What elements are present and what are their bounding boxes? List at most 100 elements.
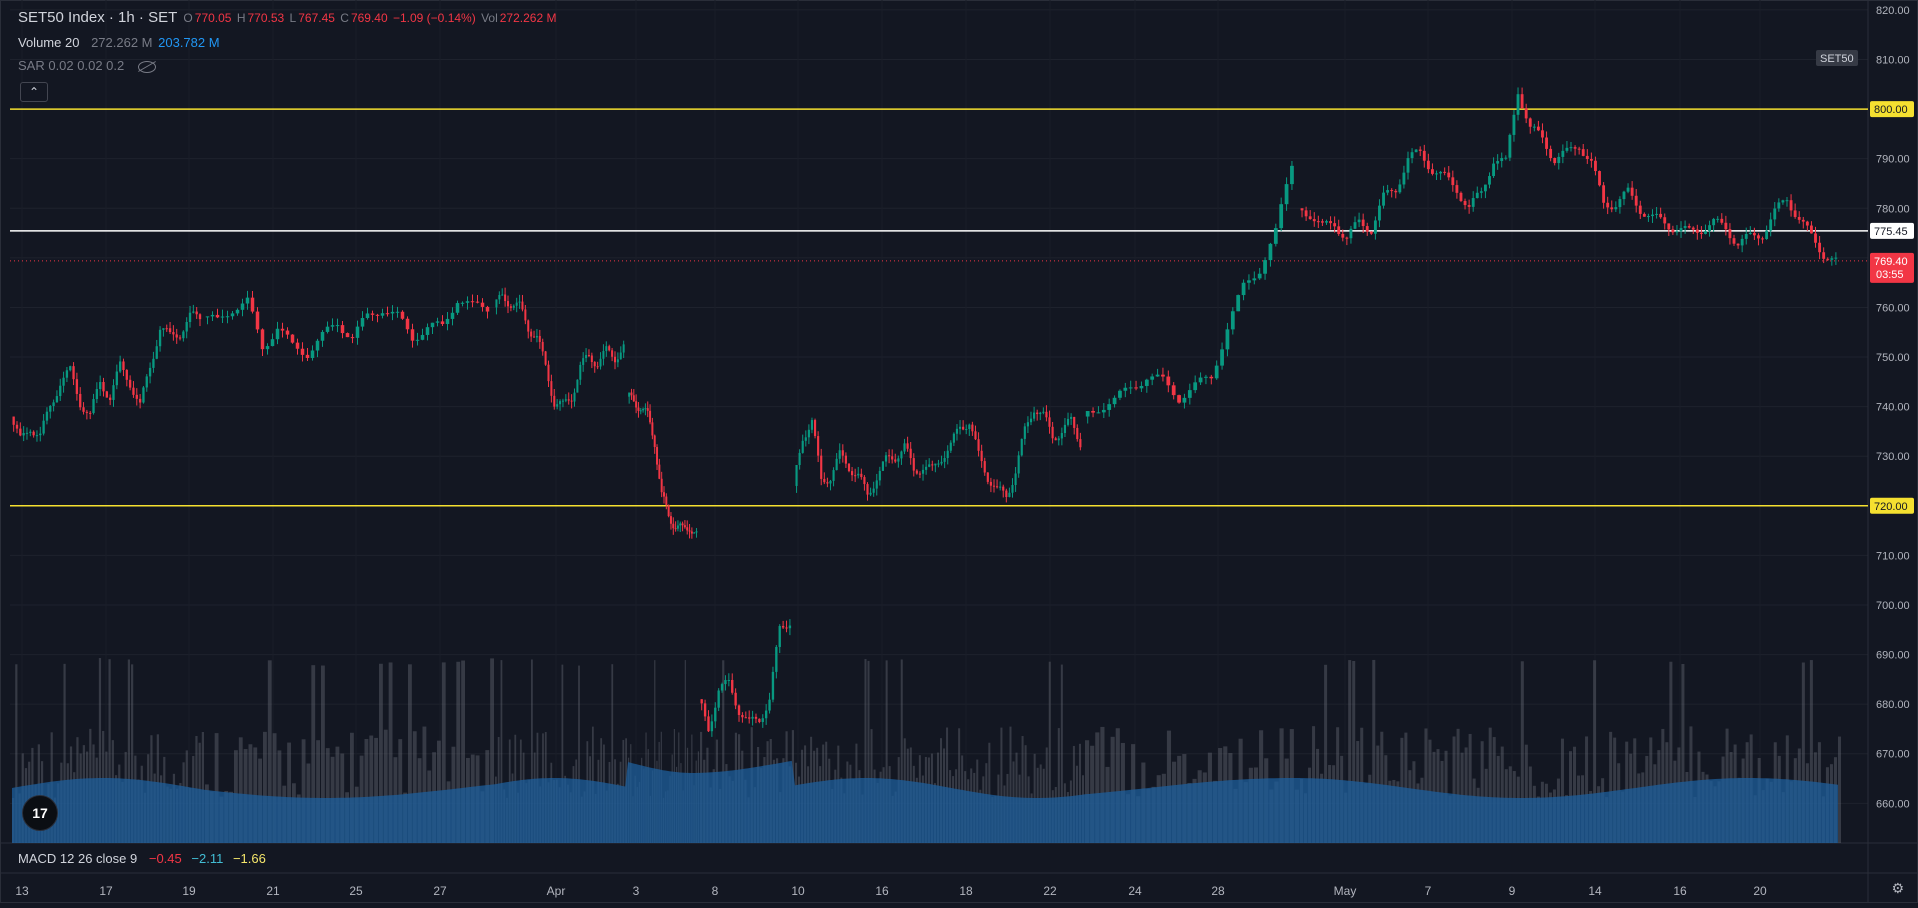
candle-body: [925, 466, 928, 470]
candle-body: [826, 482, 829, 484]
candle-body: [955, 428, 959, 434]
candle-body: [651, 422, 654, 436]
candle-body: [32, 431, 35, 436]
candle-body: [616, 359, 619, 363]
candle-body: [1039, 412, 1042, 415]
volume-bar: [988, 742, 991, 843]
candle-body: [1017, 455, 1020, 474]
candle-body: [1193, 382, 1198, 391]
volume-bar: [325, 748, 330, 843]
candle-body: [1155, 374, 1160, 377]
candle-body: [1182, 397, 1187, 403]
candle-body: [965, 429, 968, 431]
candle-body: [1663, 217, 1667, 224]
candle-body: [115, 371, 118, 386]
candle-body: [570, 400, 573, 402]
candle-body: [19, 428, 22, 436]
candle-body: [265, 346, 270, 350]
macd-value: −0.45: [148, 851, 182, 866]
candle-body: [940, 461, 943, 464]
candle-body: [1353, 222, 1357, 229]
tradingview-logo-icon[interactable]: 17: [22, 795, 58, 831]
candle-body: [754, 716, 758, 719]
candle-body: [1439, 171, 1443, 174]
candle-body: [1225, 329, 1230, 350]
candle-body: [480, 302, 485, 307]
x-tick-label: 7: [1425, 884, 1432, 898]
candle-body: [906, 443, 909, 449]
volume-bar: [1048, 661, 1051, 843]
candle-body: [1150, 376, 1155, 380]
x-tick-label: 17: [99, 884, 113, 898]
candle-body: [1373, 220, 1377, 234]
candle-body: [841, 450, 844, 456]
collapse-legend-button[interactable]: ⌃: [20, 82, 48, 102]
candle-body: [1304, 210, 1308, 217]
candle-body: [1406, 158, 1410, 173]
candle-body: [1123, 387, 1128, 391]
candle-body: [1410, 152, 1414, 159]
candle-body: [949, 442, 952, 451]
volume-legend[interactable]: Volume 20 272.262 M 203.782 M: [18, 35, 222, 50]
candle-body: [350, 337, 355, 339]
volume-bar: [1095, 732, 1100, 843]
candle-body: [1161, 374, 1165, 377]
volume-bar: [1524, 744, 1528, 843]
candle-body: [535, 335, 538, 338]
candle-body: [1834, 257, 1838, 259]
candle-body: [690, 531, 693, 534]
candle-body: [751, 716, 754, 719]
volume-bar: [1492, 737, 1496, 843]
candle-body: [622, 344, 625, 353]
candle-body: [55, 396, 59, 403]
volume-bar: [684, 660, 686, 843]
candle-body: [1139, 385, 1144, 389]
candle-body: [1008, 492, 1011, 498]
volume-bar: [531, 659, 533, 843]
volume-bar: [1072, 745, 1075, 843]
candle-body: [1565, 147, 1569, 151]
volume-bar: [441, 662, 446, 843]
candle-body: [1422, 150, 1426, 161]
candle-body: [727, 680, 731, 682]
volume-bar: [364, 739, 369, 843]
volume-bar: [369, 735, 374, 843]
candle-body: [771, 671, 775, 700]
candle-body: [1101, 409, 1106, 413]
candle-body: [280, 328, 285, 331]
volume-bar: [490, 658, 494, 843]
candle-body: [105, 391, 109, 398]
candle-body: [847, 463, 851, 472]
symbol-title[interactable]: SET50 Index · 1h · SET: [18, 9, 178, 26]
settings-gear-icon[interactable]: ⚙: [1891, 880, 1904, 896]
candle-body: [512, 305, 515, 308]
candle-body: [215, 314, 220, 318]
hidden-eye-icon[interactable]: [137, 60, 156, 73]
candle-body: [804, 437, 807, 441]
candle-body: [405, 318, 410, 330]
macd-legend[interactable]: MACD 12 26 close 9 −0.45 −2.11 −1.66: [18, 851, 268, 866]
candle-body: [866, 484, 869, 495]
candle-body: [768, 699, 771, 711]
candle-body: [1642, 213, 1646, 217]
candle-body: [1349, 228, 1353, 239]
volume-bar: [864, 659, 867, 843]
symbol-legend[interactable]: SET50 Index · 1h · SET O 770.05 H 770.53 L…: [18, 9, 560, 26]
candle-body: [744, 717, 747, 719]
candle-body: [544, 351, 547, 365]
candle-body: [527, 320, 530, 332]
candle-body: [676, 525, 679, 529]
candle-body: [599, 358, 602, 367]
candle-body: [918, 473, 922, 475]
candle-body: [1204, 376, 1208, 378]
candle-body: [108, 397, 112, 400]
volume-bar: [1609, 731, 1613, 843]
sar-legend[interactable]: SAR 0.02 0.02 0.2: [18, 58, 158, 73]
candle-body: [360, 318, 365, 327]
last-price-label: 769.40: [1874, 256, 1908, 268]
candle-body: [290, 334, 295, 343]
candle-body: [75, 379, 79, 394]
volume-bar: [379, 663, 383, 843]
